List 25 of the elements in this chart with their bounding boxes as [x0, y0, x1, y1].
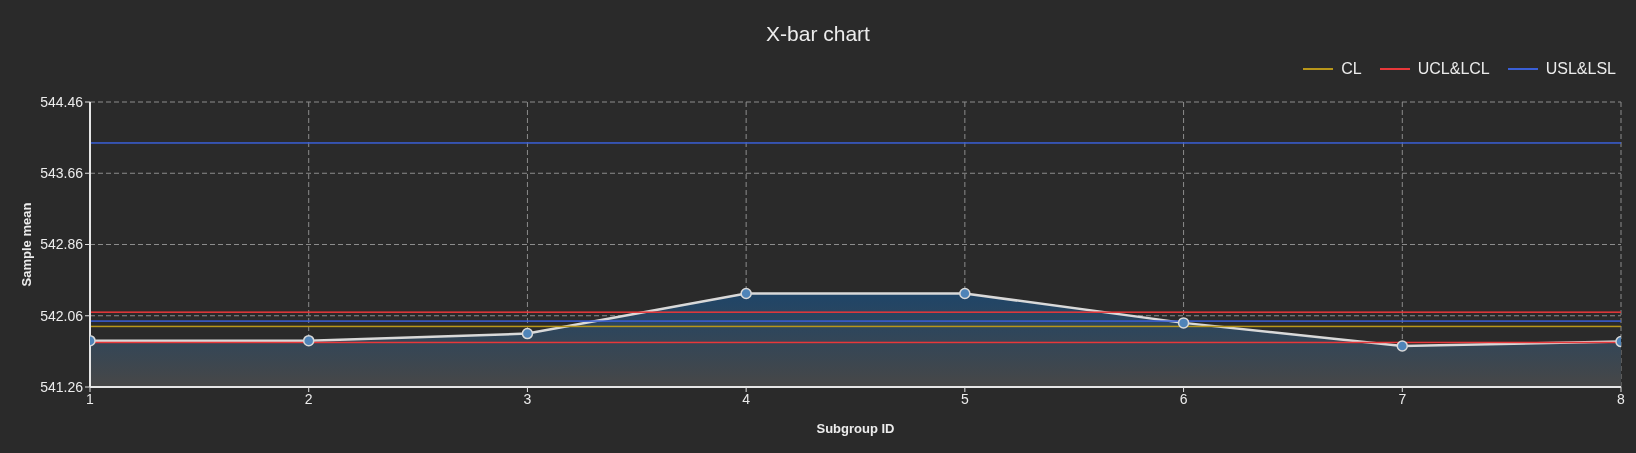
x-tick-label: 3 [523, 390, 532, 407]
x-axis-title: Subgroup ID [816, 420, 895, 436]
x-tick-label: 7 [1398, 390, 1407, 407]
legend-label: USL&LSL [1545, 60, 1616, 78]
x-tick-label: 8 [1617, 390, 1626, 407]
point [959, 287, 971, 300]
y-tick-label: 542.86 [40, 236, 84, 253]
y-tick-label: 544.46 [40, 93, 84, 110]
y-tick-label: 541.26 [40, 378, 84, 395]
x-tick-label: 6 [1179, 390, 1188, 407]
x-tick-label: 5 [960, 390, 969, 407]
chart-title: X-bar chart [765, 22, 871, 46]
point [302, 334, 315, 347]
x-tick-label: 2 [304, 390, 313, 407]
x-tick-label: 4 [742, 390, 751, 407]
x-tick-label: 1 [86, 390, 95, 407]
point [1177, 317, 1190, 329]
point [521, 327, 534, 340]
point [740, 287, 752, 300]
legend-label: CL [1341, 60, 1362, 78]
y-tick-label: 543.66 [40, 165, 84, 182]
y-axis-title: Sample mean [18, 202, 34, 287]
point [1396, 340, 1409, 352]
y-tick-label: 542.06 [40, 307, 84, 324]
legend-label: UCL&LCL [1417, 60, 1490, 78]
